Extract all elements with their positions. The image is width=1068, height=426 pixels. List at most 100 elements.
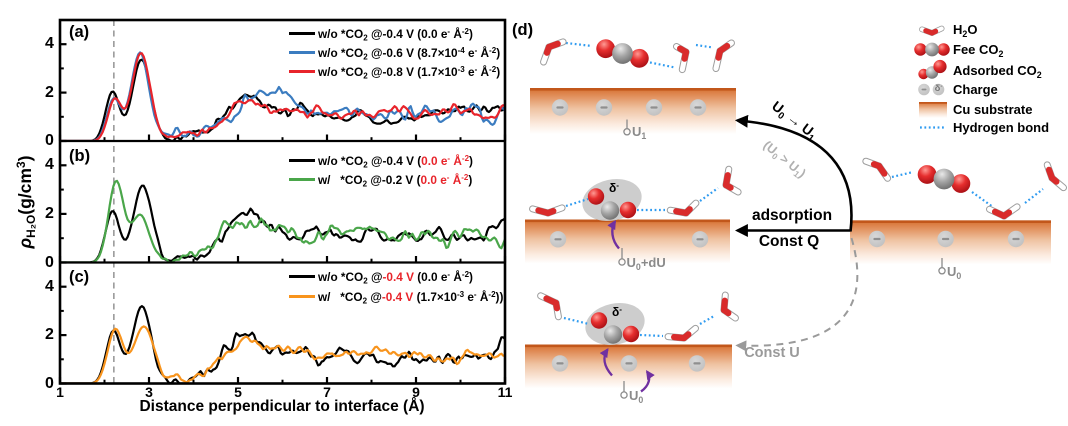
legend-item-a-1: w/o *CO2 @-0.6 V (8.7×10-4 e- Å-2) [289, 44, 500, 62]
text-segment: 3 [14, 161, 29, 169]
text-segment: U [626, 255, 636, 270]
text-segment: - [616, 180, 619, 190]
legend-item-c-1: w/ *CO2 @-0.4 V (1.7×10-3 e- Å-2)) [289, 288, 503, 306]
delta-minus-label: δ- [612, 305, 622, 319]
text-segment: 0.0 e [420, 173, 447, 187]
text-segment: 0 [635, 261, 641, 272]
text-segment: - [474, 65, 478, 74]
text-segment: ) [468, 173, 473, 187]
legend-swatch [289, 275, 315, 279]
text-segment: -2 [488, 290, 496, 299]
text-segment: Cu substrate [953, 101, 1033, 117]
text-segment: U [947, 263, 957, 279]
charge [620, 355, 638, 372]
text-segment: δ [609, 180, 617, 195]
water-molecule [712, 39, 735, 73]
text-segment: -2 [461, 270, 470, 279]
y-tick-label: 0 [45, 374, 54, 392]
text-segment: @-0.8 V (1.7×10 [367, 65, 458, 79]
panel-a-curves [60, 51, 505, 141]
text-segment: -3 [457, 65, 465, 74]
y-axis-title: ρH₂O(g/cm3) [14, 156, 38, 249]
text-segment: (1.7×10 [413, 290, 457, 304]
diagram-legend-label-5: Hydrogen bond [953, 120, 1049, 135]
legend-swatch [289, 70, 315, 74]
text-segment: Å [450, 270, 462, 284]
hydrogen-bond [565, 197, 589, 208]
text-segment: Å [477, 65, 490, 79]
water-molecule [537, 292, 562, 321]
x-tick-label: 5 [234, 383, 242, 400]
diagram-legend-label-0: H2O [953, 22, 977, 39]
electrode-label-2: U0 [629, 388, 643, 405]
text-segment: ρ [15, 237, 36, 249]
hydrogen-bond [1024, 188, 1044, 204]
y-tick-label: 2 [45, 83, 54, 101]
electrode-label-3: U0 [947, 264, 961, 281]
electrode-symbol [618, 248, 626, 266]
x-tick-label: 1 [56, 383, 64, 400]
text-segment: - [473, 290, 477, 299]
text-segment: -3 [456, 290, 465, 299]
diagram-legend-label-3: Charge [953, 82, 998, 97]
hydrogen-bond [565, 41, 593, 48]
legend-swatch [289, 158, 315, 162]
text-segment: 2 [363, 160, 368, 170]
water-molecule [722, 165, 742, 196]
panel-c-curves [60, 305, 505, 384]
electrode-symbol [623, 119, 631, 136]
charge [645, 99, 663, 116]
water-molecule [919, 25, 945, 36]
text-segment: w/o *CO [318, 65, 364, 79]
free-co2-molecule [596, 39, 649, 68]
hydrogen-bond [971, 191, 994, 208]
electrode-label-0: U1 [632, 124, 646, 141]
water-molecule [720, 291, 739, 322]
y-tick-label: 2 [45, 326, 54, 344]
text-segment: - [447, 270, 451, 279]
legend-item-a-0: w/o *CO2 @-0.4 V (0.0 e- Å-2) [289, 25, 473, 43]
text-segment: e [464, 290, 474, 304]
text-segment: Å [450, 27, 462, 41]
text-segment: @ [367, 270, 383, 284]
text-segment: Hydrogen bond [953, 119, 1050, 135]
x-tick-label: 9 [412, 383, 420, 400]
water-molecule [666, 199, 700, 217]
charge [551, 99, 569, 116]
const-u-arrow [735, 237, 859, 352]
text-segment: -0.4 V [381, 290, 414, 304]
curve-b-1 [60, 179, 505, 263]
text-segment: ) [469, 27, 473, 41]
text-segment: -4 [457, 46, 465, 55]
y-tick-label: 4 [45, 35, 54, 53]
text-segment: Fee CO [953, 41, 999, 57]
text-segment: -2 [489, 46, 497, 55]
panel-label-d: (d) [512, 21, 534, 39]
text-segment: O [967, 22, 978, 37]
hydrogen-bond [891, 170, 914, 179]
text-segment: 0 [956, 270, 962, 281]
hydrogen-bond [695, 43, 714, 49]
text-segment: +dU [640, 255, 666, 270]
text-segment: -2 [461, 27, 470, 36]
legend-swatch [289, 32, 315, 36]
text-segment: w/o *CO [318, 270, 364, 284]
text-segment: - [940, 83, 943, 90]
text-segment: H [953, 22, 963, 37]
adsorbed-co2-icon [918, 59, 947, 80]
text-segment: - [446, 173, 450, 182]
legend-item-b-1: w/ *CO2 @-0.2 V (0.0 e- Å-2) [289, 171, 473, 189]
legend-swatch [289, 51, 315, 55]
text-segment: e [464, 65, 475, 79]
text-segment: - [447, 153, 451, 163]
text-segment: 0 [638, 394, 644, 405]
hydrogen-bond [639, 333, 664, 338]
text-segment: (g/cm [15, 168, 36, 215]
diagram-legend-label-4: Cu substrate [953, 102, 1032, 117]
y-tick-label: 0 [45, 132, 54, 149]
text-segment: δ [934, 83, 941, 95]
text-segment: - [619, 304, 622, 314]
delta-minus-label: δ- [609, 181, 619, 195]
